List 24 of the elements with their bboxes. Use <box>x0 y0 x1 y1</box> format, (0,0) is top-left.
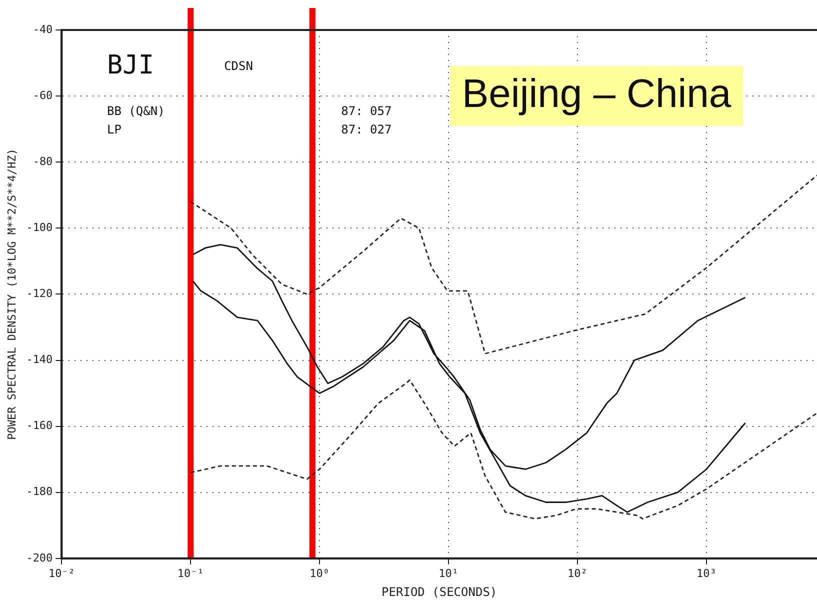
y-tick-label: -120 <box>26 287 53 300</box>
annotation: 87: 027 <box>341 122 392 137</box>
x-tick-label: 10⁰ <box>310 566 330 580</box>
y-tick-label: -40 <box>32 22 53 36</box>
x-tick-label: 10⁻¹ <box>177 566 204 580</box>
y-tick-label: -180 <box>26 485 53 498</box>
annotation: CDSN <box>224 59 253 74</box>
y-axis-title: POWER SPECTRAL DENSITY (10*LOG M**2/S**4/HZ) <box>5 148 18 440</box>
annotation: 87: 057 <box>341 104 392 118</box>
x-tick-label: 10¹ <box>438 566 458 580</box>
x-axis-title: PERIOD (SECONDS) <box>382 584 498 599</box>
x-tick-label: 10⁻² <box>48 566 75 580</box>
y-tick-label: -60 <box>32 88 53 102</box>
annotation: BB (Q&N) <box>107 104 165 118</box>
y-tick-label: -160 <box>26 419 53 432</box>
annotation: LP <box>107 122 122 137</box>
annotation: BJI <box>107 50 154 81</box>
y-tick-label: -80 <box>32 154 53 168</box>
y-tick-label: -200 <box>26 551 53 564</box>
x-tick-label: 10² <box>568 566 588 580</box>
y-tick-label: -100 <box>26 221 53 234</box>
x-tick-label: 10³ <box>696 566 716 580</box>
y-tick-label: -140 <box>26 353 53 366</box>
annotation: Beijing – China <box>462 72 732 116</box>
